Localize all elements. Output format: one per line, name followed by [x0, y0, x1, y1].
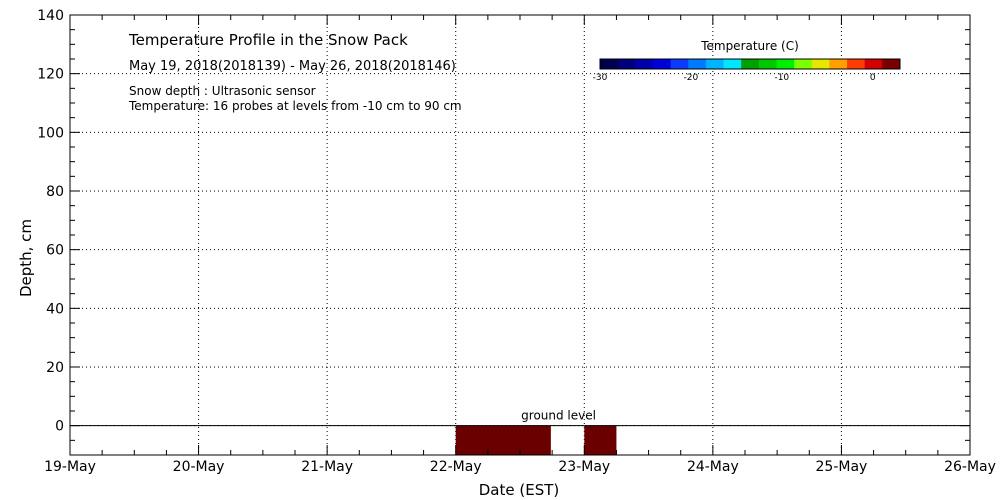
colorbar-swatch: [864, 59, 883, 69]
colorbar-swatch: [882, 59, 901, 69]
plot-area: [70, 15, 970, 455]
y-tick-label: 80: [46, 184, 64, 200]
colorbar-swatch: [635, 59, 654, 69]
colorbar-swatch: [705, 59, 725, 69]
colorbar: -30 -20 -10 0: [593, 58, 901, 83]
colorbar-swatch: [617, 59, 636, 69]
colorbar-title: Temperature (C): [700, 39, 799, 53]
y-tick-label: 100: [37, 125, 64, 141]
x-tick-label: 21-May: [301, 459, 353, 475]
x-tick-label: 25-May: [816, 459, 868, 475]
colorbar-swatch: [776, 59, 795, 69]
y-tick-label: 60: [46, 243, 64, 259]
chart-title: Temperature Profile in the Snow Pack: [128, 31, 408, 49]
colorbar-tick-label: -20: [684, 73, 699, 83]
colorbar-swatch: [829, 59, 848, 69]
y-tick-label: 140: [37, 8, 64, 24]
colorbar-tick-label: 0: [870, 73, 876, 83]
y-tick-label: 120: [37, 67, 64, 83]
y-tick-label: 20: [46, 360, 64, 376]
chart-subtitle: May 19, 2018(2018139) - May 26, 2018(201…: [129, 59, 456, 74]
x-tick-label: 19-May: [44, 459, 96, 475]
x-tick-label: 24-May: [687, 459, 739, 475]
x-axis-label: Date (EST): [479, 481, 560, 499]
colorbar-swatch: [600, 59, 619, 69]
x-tick-label: 20-May: [173, 459, 225, 475]
y-tick-label: 40: [46, 301, 64, 317]
colorbar-swatch: [847, 59, 866, 69]
ground-level-label: ground level: [521, 409, 596, 423]
y-axis-label: Depth, cm: [17, 219, 35, 297]
colorbar-swatch: [758, 59, 777, 69]
temperature-cells: [455, 425, 617, 455]
grid: [70, 15, 970, 455]
colorbar-frame: [599, 58, 901, 70]
colorbar-swatch: [811, 59, 830, 69]
tick-labels: 19-May 20-May 21-May 22-May 23-May 24-May 25-M…: [37, 8, 996, 475]
plot-background: [70, 15, 970, 455]
note-snow-depth: Snow depth : Ultrasonic sensor: [129, 84, 316, 98]
colorbar-swatch: [723, 59, 742, 69]
colorbar-swatch: [741, 59, 760, 69]
colorbar-swatch: [652, 59, 672, 69]
colorbar-tick-label: -10: [774, 73, 789, 83]
x-tick-label: 23-May: [558, 459, 610, 475]
note-temperature-probes: Temperature: 16 probes at levels from -1…: [128, 99, 462, 113]
axes: [69, 14, 971, 456]
x-tick-label: 22-May: [430, 459, 482, 475]
y-tick-label: 0: [55, 419, 64, 435]
colorbar-swatch: [670, 59, 689, 69]
colorbar-swatch: [688, 59, 707, 69]
colorbar-swatch: [794, 59, 813, 69]
temperature-cell: [584, 425, 617, 455]
temperature-cell: [455, 425, 551, 455]
colorbar-tick-label: -30: [593, 73, 608, 83]
x-tick-label: 26-May: [944, 459, 996, 475]
